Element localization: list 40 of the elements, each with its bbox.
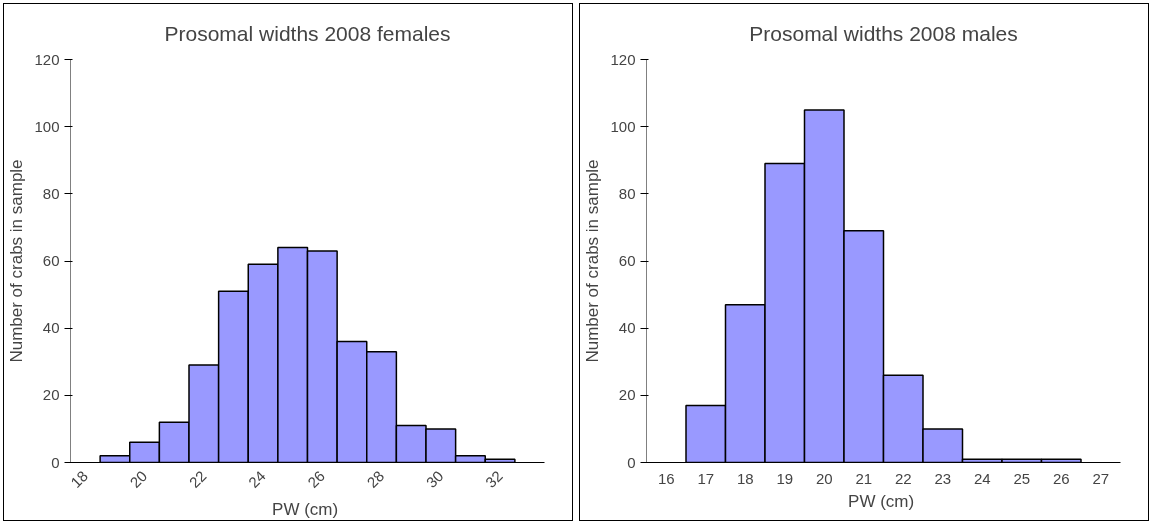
x-tick-label: 20 <box>126 467 151 491</box>
x-tick-label: 24 <box>244 467 269 491</box>
x-tick-label: 30 <box>422 467 447 491</box>
y-tick-label: 20 <box>618 386 636 404</box>
y-axis-title: Number of crabs in sample <box>583 159 603 363</box>
x-tick-label: 25 <box>1013 469 1031 487</box>
x-tick-label: 18 <box>67 467 91 491</box>
x-tick-label: 19 <box>776 469 794 487</box>
x-axis-title: PW (cm) <box>272 500 339 520</box>
y-tick-label: 100 <box>610 117 636 135</box>
y-tick-label: 0 <box>627 453 636 471</box>
y-tick-label: 100 <box>34 117 60 135</box>
y-tick-label: 20 <box>42 386 60 404</box>
y-tick-label: 80 <box>618 184 636 202</box>
y-tick-label: 40 <box>42 319 60 337</box>
y-axis-title: Number of crabs in sample <box>7 159 27 363</box>
chart-title: Prosomal widths 2008 males <box>749 21 1018 45</box>
x-tick-label: 26 <box>304 467 328 491</box>
x-tick-label: 18 <box>736 469 754 487</box>
y-tick-label: 80 <box>42 184 60 202</box>
x-tick-label: 21 <box>855 469 873 487</box>
x-tick-label: 20 <box>815 469 833 487</box>
x-tick-label: 22 <box>185 467 210 491</box>
y-tick-label: 0 <box>51 453 60 471</box>
y-tick-label: 40 <box>618 319 636 337</box>
x-tick-label: 22 <box>894 469 912 487</box>
x-tick-label: 26 <box>1052 469 1070 487</box>
x-tick-label: 16 <box>657 469 675 487</box>
x-tick-label: 24 <box>973 469 991 487</box>
y-tick-label: 120 <box>610 50 636 68</box>
x-tick-label: 32 <box>481 467 506 491</box>
x-tick-label: 27 <box>1092 469 1110 487</box>
y-tick-label: 60 <box>618 252 636 269</box>
x-tick-label: 17 <box>697 469 715 487</box>
y-tick-label: 120 <box>34 50 60 68</box>
x-tick-label: 23 <box>934 469 952 487</box>
chart-title: Prosomal widths 2008 females <box>164 21 451 45</box>
x-axis-title: PW (cm) <box>848 491 915 511</box>
x-tick-label: 28 <box>363 467 388 491</box>
y-tick-label: 60 <box>42 252 60 269</box>
